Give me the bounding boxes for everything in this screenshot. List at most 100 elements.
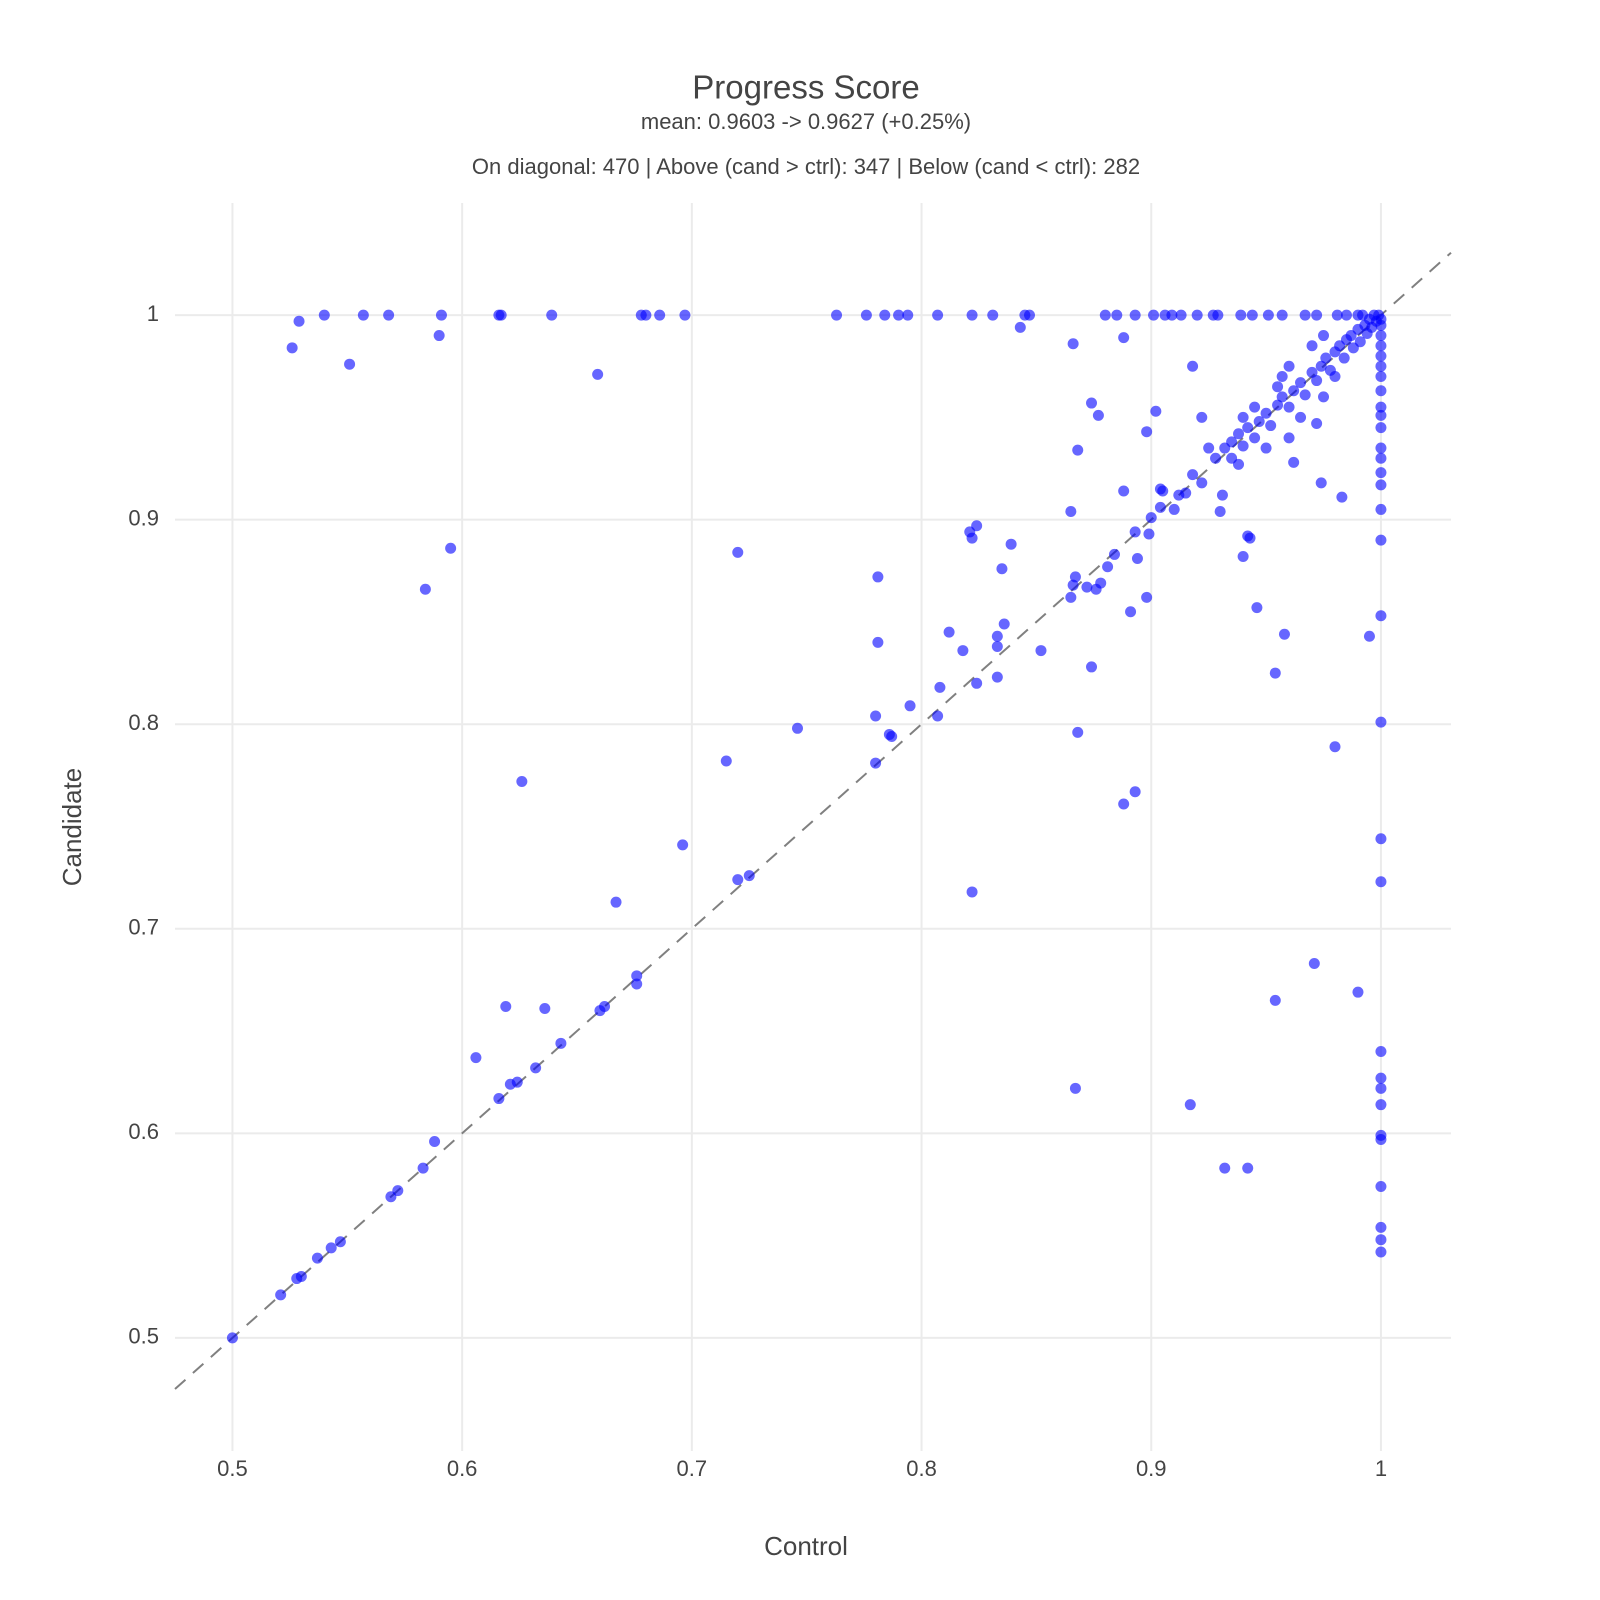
point bbox=[1375, 467, 1387, 479]
point bbox=[1175, 309, 1187, 321]
point bbox=[1005, 538, 1017, 550]
chart-subtitle: mean: 0.9603 -> 0.9627 (+0.25%) bbox=[641, 109, 971, 134]
point bbox=[991, 640, 1003, 652]
point bbox=[1219, 1162, 1231, 1174]
point bbox=[886, 730, 898, 742]
point bbox=[1311, 375, 1323, 387]
point bbox=[1315, 360, 1327, 372]
x-tick-label: 0.8 bbox=[906, 1456, 937, 1481]
point bbox=[1276, 370, 1288, 382]
point bbox=[344, 358, 356, 370]
point bbox=[1216, 489, 1228, 501]
point bbox=[1187, 360, 1199, 372]
point bbox=[1295, 411, 1307, 423]
annotation: On diagonal: 470 | Above (cand > ctrl): … bbox=[472, 154, 1140, 179]
point bbox=[1251, 602, 1263, 614]
point bbox=[943, 626, 955, 638]
point bbox=[720, 755, 732, 767]
point bbox=[971, 520, 983, 532]
point bbox=[1363, 630, 1375, 642]
point bbox=[1184, 1099, 1196, 1111]
point bbox=[1212, 309, 1224, 321]
point bbox=[1311, 418, 1323, 430]
point bbox=[1072, 444, 1084, 456]
point bbox=[1288, 385, 1300, 397]
point bbox=[987, 309, 999, 321]
point bbox=[1145, 512, 1157, 524]
point bbox=[1125, 606, 1137, 618]
point bbox=[1099, 309, 1111, 321]
point bbox=[539, 1003, 551, 1015]
point bbox=[311, 1252, 323, 1264]
point bbox=[1157, 485, 1169, 497]
point bbox=[872, 636, 884, 648]
point bbox=[318, 309, 330, 321]
point bbox=[286, 342, 298, 354]
point bbox=[1357, 309, 1369, 321]
point bbox=[1375, 716, 1387, 728]
point bbox=[1269, 667, 1281, 679]
diagonal-line bbox=[174, 251, 1452, 1390]
point bbox=[1340, 309, 1352, 321]
point bbox=[1352, 986, 1364, 998]
point bbox=[1069, 1082, 1081, 1094]
point bbox=[677, 839, 689, 851]
point bbox=[334, 1236, 346, 1248]
point bbox=[435, 309, 447, 321]
point bbox=[1375, 409, 1387, 421]
point bbox=[1014, 321, 1026, 333]
point bbox=[1311, 309, 1323, 321]
point bbox=[291, 1273, 303, 1285]
point bbox=[1154, 501, 1166, 513]
point bbox=[679, 309, 691, 321]
point bbox=[1373, 309, 1385, 321]
point bbox=[1067, 579, 1079, 591]
point bbox=[1375, 876, 1387, 888]
point bbox=[504, 1078, 516, 1090]
point bbox=[1375, 385, 1387, 397]
point bbox=[932, 710, 944, 722]
point bbox=[971, 677, 983, 689]
point bbox=[1338, 352, 1350, 364]
point bbox=[791, 722, 803, 734]
point bbox=[293, 315, 305, 327]
point bbox=[879, 309, 891, 321]
point bbox=[934, 681, 946, 693]
point bbox=[640, 309, 652, 321]
point bbox=[1299, 389, 1311, 401]
point bbox=[1265, 420, 1277, 432]
point bbox=[1081, 581, 1093, 593]
point bbox=[1196, 411, 1208, 423]
point bbox=[1196, 477, 1208, 489]
point bbox=[1108, 548, 1120, 560]
point bbox=[904, 700, 916, 712]
point bbox=[1129, 786, 1141, 798]
point bbox=[1131, 553, 1143, 565]
point bbox=[1141, 591, 1153, 603]
point bbox=[966, 309, 978, 321]
point bbox=[1375, 534, 1387, 546]
point bbox=[1315, 477, 1327, 489]
point bbox=[325, 1242, 337, 1254]
point bbox=[991, 630, 1003, 642]
point bbox=[1237, 440, 1249, 452]
point bbox=[357, 309, 369, 321]
point bbox=[991, 671, 1003, 683]
y-tick-label: 0.6 bbox=[128, 1119, 159, 1144]
point bbox=[1237, 550, 1249, 562]
point bbox=[1141, 426, 1153, 438]
point bbox=[1148, 309, 1160, 321]
point bbox=[831, 309, 843, 321]
point bbox=[1023, 309, 1035, 321]
point bbox=[429, 1136, 441, 1148]
y-tick-label: 0.9 bbox=[128, 505, 159, 530]
point bbox=[893, 309, 905, 321]
point bbox=[1065, 505, 1077, 517]
point bbox=[495, 309, 507, 321]
point bbox=[1129, 309, 1141, 321]
point bbox=[1375, 1072, 1387, 1084]
point bbox=[594, 1005, 606, 1017]
point bbox=[1262, 309, 1274, 321]
point bbox=[1214, 505, 1226, 517]
point bbox=[1283, 360, 1295, 372]
